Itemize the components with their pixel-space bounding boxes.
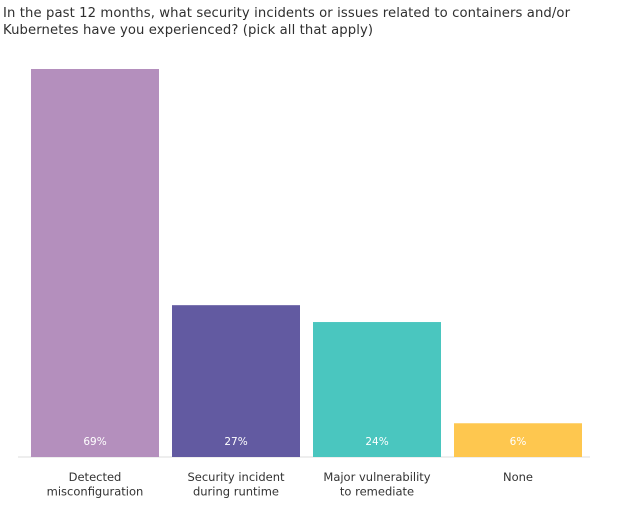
bar-value-label-3: 24% <box>365 436 388 448</box>
category-label-2-line-2: during runtime <box>193 485 279 499</box>
bar-2 <box>172 305 300 457</box>
bar-value-label-4: 6% <box>510 436 527 448</box>
category-label-3: Major vulnerability to remediate <box>323 470 430 499</box>
category-label-1: Detected misconfiguration <box>47 470 144 499</box>
category-label-2-line-1: Security incident <box>187 470 285 484</box>
category-label-1-line-2: misconfiguration <box>47 485 144 499</box>
category-label-1-line-1: Detected <box>69 470 122 484</box>
bars-layer <box>31 69 582 457</box>
bar-3 <box>313 322 441 457</box>
chart-title-line-1: In the past 12 months, what security inc… <box>3 6 571 21</box>
chart-title-line-2: Kubernetes have you experienced? (pick a… <box>3 23 374 38</box>
bar-4 <box>454 423 582 457</box>
bar-value-label-2: 27% <box>224 436 247 448</box>
category-label-2: Security incident during runtime <box>187 470 285 499</box>
bar-value-label-1: 69% <box>83 436 106 448</box>
bar-1 <box>31 69 159 457</box>
category-label-3-line-2: to remediate <box>340 485 414 499</box>
category-label-4: None <box>503 470 533 484</box>
category-label-3-line-1: Major vulnerability <box>323 470 430 484</box>
category-label-4-line-1: None <box>503 470 533 484</box>
chart-title: In the past 12 months, what security inc… <box>3 5 603 39</box>
labels-layer: 69% Detected misconfiguration 27% Security i… <box>47 436 533 499</box>
